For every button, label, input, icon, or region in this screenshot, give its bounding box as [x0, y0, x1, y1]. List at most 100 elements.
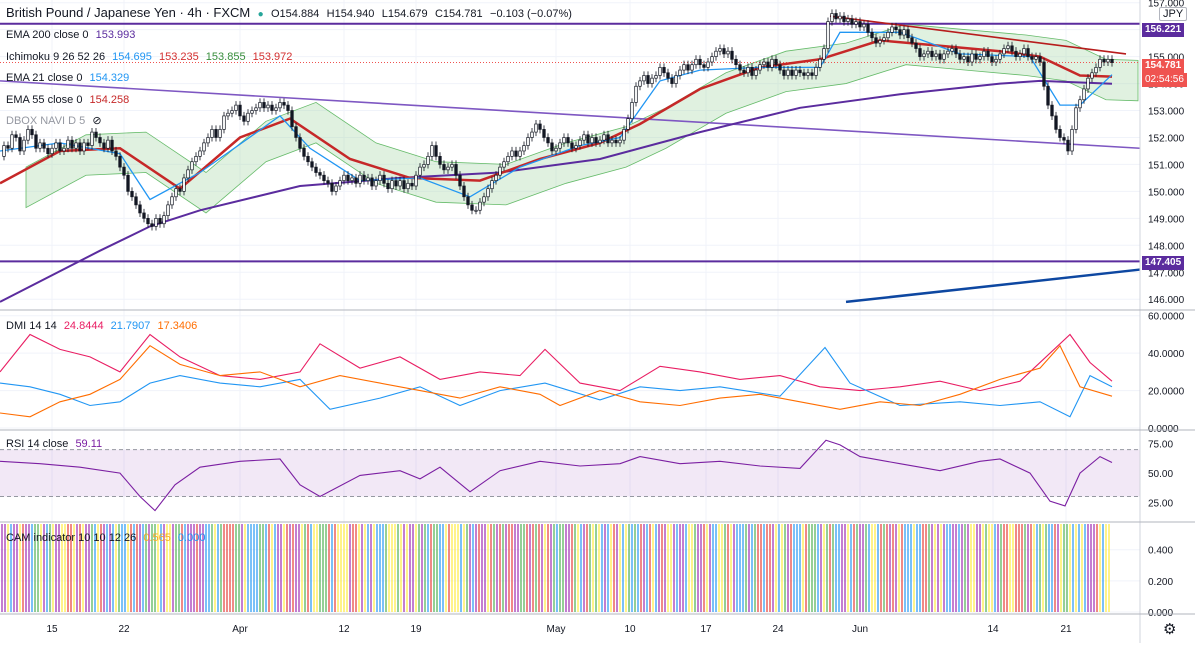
settings-gear-icon[interactable]: ⚙ [1163, 621, 1177, 638]
ichimoku-v3: 153.855 [205, 51, 246, 63]
candle-body [1102, 58, 1106, 63]
candle-body [938, 53, 942, 60]
candle-body [546, 137, 550, 144]
time-tick-label: 19 [410, 624, 422, 635]
candle-body [602, 134, 606, 141]
candle-body [430, 145, 434, 157]
candle-body [822, 48, 826, 60]
ema55-legend[interactable]: EMA 55 close 0 154.258 [6, 92, 133, 108]
candle-body [6, 145, 10, 149]
dmi-tick-label: 20.0000 [1148, 387, 1185, 398]
candle-body [874, 37, 878, 44]
candle-body [74, 142, 78, 149]
candle-body [38, 142, 42, 149]
candle-body [370, 177, 374, 187]
candle-body [730, 50, 734, 60]
candle-body [58, 142, 62, 152]
candle-body [374, 180, 378, 187]
candle-body [642, 75, 646, 82]
candle-body [754, 69, 758, 76]
candle-body [782, 69, 786, 76]
candle-body [958, 53, 962, 60]
candle-body [878, 40, 882, 44]
candle-body [62, 147, 66, 152]
ema21-legend[interactable]: EMA 21 close 0 154.329 [6, 70, 133, 86]
rsi-legend[interactable]: RSI 14 close 59.11 [6, 436, 106, 452]
candle-body [138, 204, 142, 214]
candle-body [846, 18, 850, 22]
candle-body [1110, 58, 1114, 63]
candle-body [530, 131, 534, 138]
candle-body [614, 139, 618, 144]
candle-body [390, 180, 394, 190]
dbox-legend[interactable]: DBOX NAVI D 5 ⊘ [6, 113, 106, 129]
candle-body [1022, 48, 1026, 55]
symbol-header[interactable]: British Pound / Japanese Yen · 4h · FXCM… [6, 5, 576, 23]
price-tick-label: 153.000 [1148, 107, 1185, 118]
candle-body [406, 182, 410, 190]
candle-body [562, 137, 566, 144]
candle-body [862, 23, 866, 28]
candle-body [734, 58, 738, 66]
candle-body [538, 123, 542, 130]
candle-body [294, 126, 298, 138]
candle-body [550, 142, 554, 152]
candle-body [318, 172, 322, 176]
candle-body [490, 180, 494, 190]
eye-hidden-icon[interactable]: ⊘ [92, 115, 102, 127]
rsi-tick-label: 25.00 [1148, 498, 1173, 509]
ema21-label: EMA 21 close 0 [6, 72, 83, 84]
candle-body [1042, 61, 1046, 87]
candle-body [366, 177, 370, 181]
candle-body [814, 67, 818, 76]
candle-body [226, 112, 230, 117]
candle-body [1026, 48, 1030, 57]
currency-badge[interactable]: JPY [1159, 7, 1188, 21]
candle-body [246, 112, 250, 122]
candle-body [1002, 48, 1006, 55]
candle-body [498, 166, 502, 176]
candle-body [338, 180, 342, 187]
candle-body [174, 188, 178, 198]
dmi-series-line [0, 344, 1113, 418]
candle-body [10, 134, 14, 149]
cam-v1: 0.565 [143, 532, 171, 544]
time-tick-label: 17 [700, 624, 712, 635]
market-status-icon: ● [257, 9, 264, 20]
candle-body [66, 139, 70, 149]
candle-body [222, 115, 226, 130]
candle-body [418, 166, 422, 176]
candle-body [522, 145, 526, 152]
candle-body [606, 134, 610, 144]
candle-body [422, 164, 426, 168]
price-tick-label: 146.000 [1148, 295, 1185, 306]
candle-body [670, 77, 674, 84]
candle-body [314, 166, 318, 173]
candle-body [102, 142, 106, 149]
candle-body [342, 174, 346, 181]
candle-body [1082, 88, 1086, 101]
candle-body [1014, 50, 1018, 57]
cam-legend[interactable]: CAM indicator 10 10 12 26 0.565 0.000 [6, 530, 209, 546]
time-tick-label: 10 [624, 624, 636, 635]
trendline [845, 268, 1141, 304]
candle-body [794, 69, 798, 76]
ema200-legend[interactable]: EMA 200 close 0 153.993 [6, 27, 139, 43]
price-tick-label: 152.000 [1148, 133, 1185, 144]
candle-body [634, 85, 638, 103]
dbox-label: DBOX NAVI D 5 [6, 115, 86, 127]
candle-body [2, 145, 6, 157]
candle-body [658, 67, 662, 76]
candle-body [134, 196, 138, 206]
candle-body [982, 50, 986, 57]
candle-body [482, 196, 486, 203]
candle-body [886, 31, 890, 39]
candle-body [534, 123, 538, 133]
ichimoku-legend[interactable]: Ichimoku 9 26 52 26 154.695 153.235 153.… [6, 49, 296, 65]
candle-body [870, 31, 874, 39]
candle-body [622, 129, 626, 141]
dmi-legend[interactable]: DMI 14 14 24.8444 21.7907 17.3406 [6, 318, 201, 334]
candle-body [1094, 67, 1098, 74]
